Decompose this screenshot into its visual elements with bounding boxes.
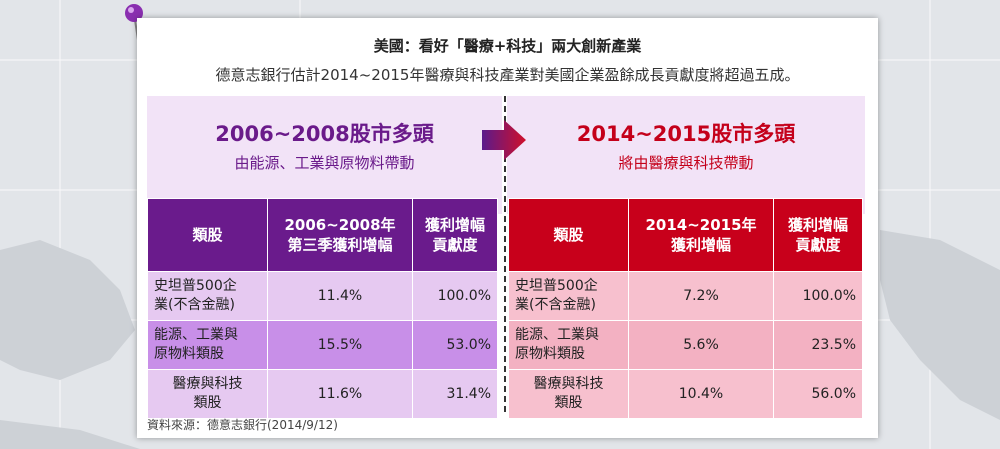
- right-panel-header: 2014~2015股市多頭 將由醫療與科技帶動: [507, 96, 865, 214]
- growth-cell: 11.4%: [267, 271, 413, 321]
- table-row: 醫療與科技 類股 10.4% 56.0%: [508, 369, 863, 419]
- right-panel-heading: 2014~2015股市多頭: [576, 122, 796, 146]
- table-row: 能源、工業與 原物料類股 5.6% 23.5%: [508, 320, 863, 370]
- info-card: 美國：看好「醫療+科技」兩大創新產業 德意志銀行估計2014~2015年醫療與科…: [137, 18, 878, 438]
- right-col-growth: 2014~2015年 獲利增幅: [628, 198, 774, 272]
- sector-cell: 醫療與科技 類股: [508, 369, 629, 419]
- source-note: 資料來源：德意志銀行(2014/9/12): [147, 418, 338, 432]
- growth-cell: 5.6%: [628, 320, 774, 370]
- table-row: 史坦普500企 業(不含金融) 11.4% 100.0%: [147, 271, 498, 321]
- dashed-divider: [504, 96, 506, 412]
- growth-cell: 15.5%: [267, 320, 413, 370]
- sector-cell: 史坦普500企 業(不含金融): [508, 271, 629, 321]
- contribution-cell: 100.0%: [412, 271, 498, 321]
- contribution-cell: 100.0%: [773, 271, 863, 321]
- growth-cell: 10.4%: [628, 369, 774, 419]
- page-title: 美國：看好「醫療+科技」兩大創新產業: [373, 37, 642, 55]
- left-col-sector: 類股: [147, 198, 268, 272]
- contribution-cell: 23.5%: [773, 320, 863, 370]
- growth-cell: 11.6%: [267, 369, 413, 419]
- right-col-sector: 類股: [508, 198, 629, 272]
- sector-cell: 醫療與科技 類股: [147, 369, 268, 419]
- left-panel-subheading: 由能源、工業與原物料帶動: [234, 154, 415, 172]
- contribution-cell: 53.0%: [412, 320, 498, 370]
- table-row: 能源、工業與 原物料類股 15.5% 53.0%: [147, 320, 498, 370]
- contribution-cell: 31.4%: [412, 369, 498, 419]
- sector-cell: 能源、工業與 原物料類股: [147, 320, 268, 370]
- sector-cell: 史坦普500企 業(不含金融): [147, 271, 268, 321]
- left-panel-header: 2006~2008股市多頭 由能源、工業與原物料帶動: [147, 96, 502, 214]
- pushpin-icon: [125, 4, 143, 41]
- right-panel-subheading: 將由醫療與科技帶動: [618, 154, 754, 172]
- right-table: 類股 2014~2015年 獲利增幅 獲利增幅 貢獻度 史坦普500企 業(不含…: [508, 198, 863, 419]
- right-col-contribution: 獲利增幅 貢獻度: [773, 198, 863, 272]
- left-panel-heading: 2006~2008股市多頭: [215, 122, 434, 146]
- right-arrow-icon: [482, 120, 526, 160]
- page-subtitle: 德意志銀行估計2014~2015年醫療與科技產業對美國企業盈餘成長貢獻度將超過五…: [215, 66, 800, 84]
- left-col-growth: 2006~2008年 第三季獲利增幅: [267, 198, 413, 272]
- table-row: 史坦普500企 業(不含金融) 7.2% 100.0%: [508, 271, 863, 321]
- sector-cell: 能源、工業與 原物料類股: [508, 320, 629, 370]
- left-table: 類股 2006~2008年 第三季獲利增幅 獲利增幅 貢獻度 史坦普500企 業…: [147, 198, 498, 419]
- left-col-contribution: 獲利增幅 貢獻度: [412, 198, 498, 272]
- growth-cell: 7.2%: [628, 271, 774, 321]
- table-row: 醫療與科技 類股 11.6% 31.4%: [147, 369, 498, 419]
- contribution-cell: 56.0%: [773, 369, 863, 419]
